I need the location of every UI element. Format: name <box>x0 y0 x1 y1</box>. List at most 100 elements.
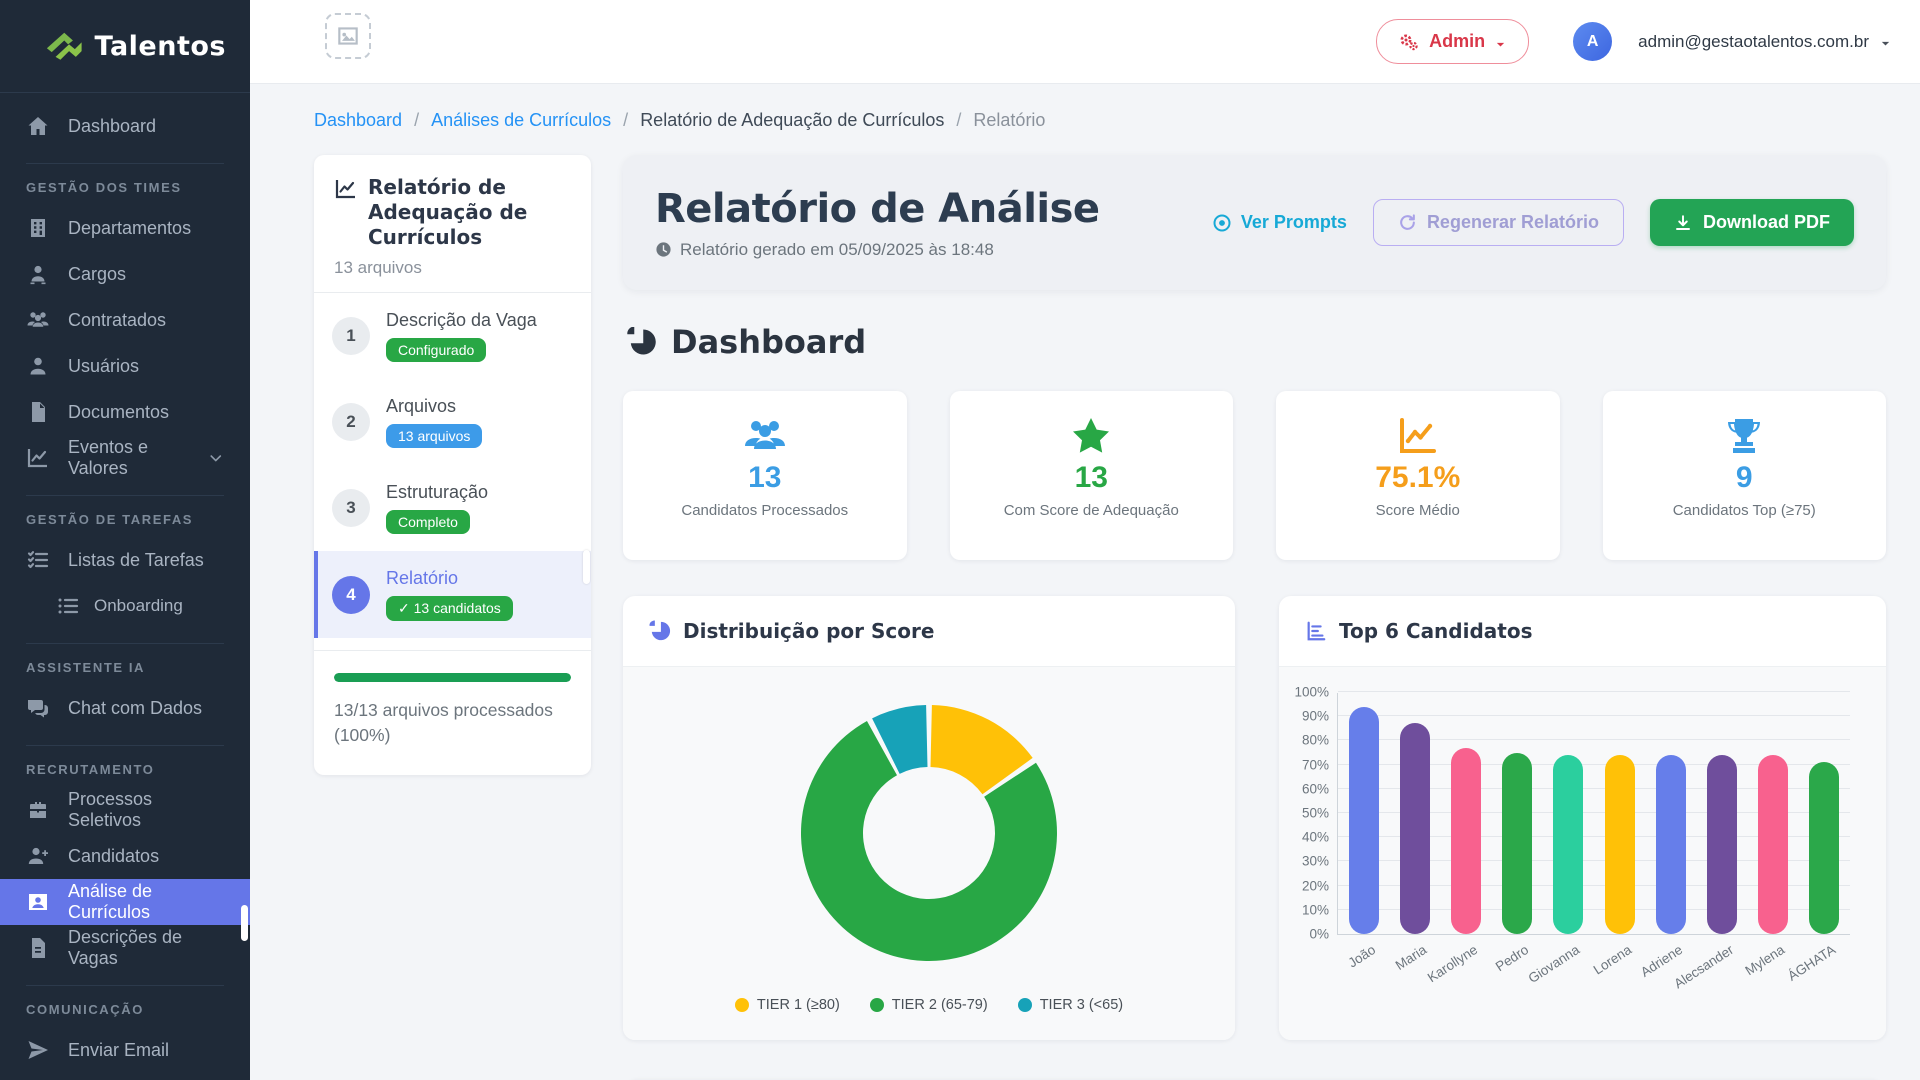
sidebar-item-label: Dashboard <box>68 115 157 136</box>
step-label: Arquivos <box>386 396 457 416</box>
download-pdf-label: Download PDF <box>1703 212 1830 232</box>
chevron-down-icon <box>208 450 224 466</box>
sidebar-item-eventos-e-valores[interactable]: Eventos e Valores <box>0 435 250 481</box>
stat-value: 9 <box>1735 461 1753 494</box>
ver-prompts-label: Ver Prompts <box>1240 212 1347 232</box>
briefcase-icon <box>26 798 50 822</box>
breadcrumb-item[interactable]: Análises de Currículos <box>431 110 612 130</box>
sidebar-item-onboarding[interactable]: Onboarding <box>0 583 250 629</box>
breadcrumb-item[interactable]: Dashboard <box>314 110 403 130</box>
sidebar: Talentos Dashboard GESTÃO DOS TIMES Depart… <box>0 0 250 1080</box>
sidebar-item-label: Usuários <box>68 355 140 376</box>
report-title: Relatório de Análise <box>655 185 1100 232</box>
sidebar-item-label: Eventos e Valores <box>68 437 149 478</box>
main-content: Dashboard / Análises de Currículos / Relatór… <box>250 84 1920 1080</box>
step-body: Descrição da Vaga Configurado <box>386 310 537 362</box>
gridline <box>1338 691 1850 692</box>
y-tick-label: 60% <box>1301 781 1329 797</box>
sidebar-divider <box>26 745 224 746</box>
sidebar-item-an-lise-de-curr-culos[interactable]: Análise de Currículos <box>0 879 250 925</box>
sidebar-scrollbar-thumb[interactable] <box>241 905 248 941</box>
dashboard-heading-label: Dashboard <box>671 323 867 361</box>
sidebar-item-usu-rios[interactable]: Usuários <box>0 343 250 389</box>
sidebar-item-cargos[interactable]: Cargos <box>0 251 250 297</box>
step-status-badge: ✓ 13 candidatos <box>386 596 513 621</box>
stat-value: 75.1% <box>1375 461 1461 494</box>
score-distribution-card: Distribuição por Score TIER 1 (≥80) TIER … <box>623 596 1235 1040</box>
download-pdf-button[interactable]: Download PDF <box>1650 199 1854 246</box>
broken-image-placeholder-icon <box>325 13 371 59</box>
sidebar-item-chat-com-dados[interactable]: Chat com Dados <box>0 685 250 731</box>
sidebar-item-listas-de-tarefas[interactable]: Listas de Tarefas <box>0 537 250 583</box>
stepper-title: Relatório de Adequação de Currículos <box>368 175 528 249</box>
regenerar-relatorio-button[interactable]: Regenerar Relatório <box>1372 199 1624 246</box>
stepper-footer: 13/13 arquivos processados (100%) <box>314 650 591 775</box>
step-body: Relatório ✓ 13 candidatos <box>386 568 513 621</box>
y-tick-label: 100% <box>1294 684 1329 700</box>
breadcrumb-item: Relatório <box>973 110 1046 130</box>
gridline <box>1338 836 1850 838</box>
sidebar-item-departamentos[interactable]: Departamentos <box>0 205 250 251</box>
legend-label: TIER 3 (<65) <box>1039 997 1124 1013</box>
bar-ághata <box>1809 762 1840 934</box>
steps-list: 1 Descrição da Vaga Configurado 2 Arquivos 13… <box>314 293 591 638</box>
bar-karollyne <box>1451 747 1481 934</box>
sidebar-divider <box>26 643 224 644</box>
legend-dot <box>869 998 884 1012</box>
stat-card-0: 13 Candidatos Processados <box>623 391 907 560</box>
sidebar-item-enviar-email[interactable]: Enviar Email <box>0 1027 250 1073</box>
sidebar-item-descri-es-de-vagas[interactable]: Descrições de Vagas <box>0 925 250 971</box>
step-number: 2 <box>332 403 370 441</box>
refresh-icon <box>1398 213 1417 232</box>
step-number: 3 <box>332 489 370 527</box>
file-icon <box>26 400 50 424</box>
y-tick-label: 40% <box>1301 829 1329 845</box>
gridline <box>1338 860 1850 862</box>
step-2[interactable]: 2 Arquivos 13 arquivos <box>314 379 591 465</box>
sidebar-item-label: Onboarding <box>94 596 183 615</box>
stat-label: Candidatos Top (≥75) <box>1672 502 1816 519</box>
legend-item-0: TIER 1 (≥80) <box>734 997 840 1013</box>
sidebar-item-label: Candidatos <box>68 845 160 866</box>
person-plus-icon <box>26 844 50 868</box>
home-icon <box>26 114 50 138</box>
stepper-scrollbar-thumb[interactable] <box>583 550 590 584</box>
sidebar-item-contratados[interactable]: Contratados <box>0 297 250 343</box>
gridline <box>1338 812 1850 813</box>
gridline <box>1338 715 1850 717</box>
sidebar-item-documentos[interactable]: Documentos <box>0 389 250 435</box>
stats-row: 13 Candidatos Processados 13 Com Score de A… <box>623 391 1886 560</box>
breadcrumb-separator: / <box>623 110 629 130</box>
user-avatar[interactable]: A <box>1573 22 1613 61</box>
stat-card-1: 13 Com Score de Adequação <box>949 391 1233 560</box>
user-email-text: admin@gestaotalentos.com.br <box>1638 31 1869 51</box>
ver-prompts-button[interactable]: Ver Prompts <box>1212 212 1347 233</box>
topbar-right: Admin A admin@gestaotalentos.com.br <box>1376 19 1920 64</box>
user-menu[interactable]: admin@gestaotalentos.com.br <box>1638 32 1892 52</box>
sidebar-item-label: Análise de Currículos <box>68 881 153 922</box>
star-icon <box>1069 417 1113 455</box>
trophy-icon <box>1722 417 1766 455</box>
step-3[interactable]: 3 Estruturação Completo <box>314 465 591 551</box>
sidebar-item-candidatos[interactable]: Candidatos <box>0 833 250 879</box>
sidebar-item-dashboard[interactable]: Dashboard <box>0 103 250 149</box>
breadcrumb: Dashboard / Análises de Currículos / Relatór… <box>314 110 1886 131</box>
donut-segment-1 <box>800 721 1057 962</box>
stat-value: 13 <box>1074 461 1108 494</box>
step-body: Estruturação Completo <box>386 482 488 534</box>
sidebar-divider <box>26 495 224 496</box>
step-1[interactable]: 1 Descrição da Vaga Configurado <box>314 293 591 379</box>
y-tick-label: 50% <box>1301 805 1329 821</box>
admin-menu-button[interactable]: Admin <box>1376 19 1530 64</box>
sidebar-section-header: GESTÃO DOS TIMES <box>26 180 182 195</box>
bar-pedro <box>1502 752 1533 934</box>
breadcrumb-separator: / <box>414 110 420 130</box>
sidebar-item-processos-seletivos[interactable]: Processos Seletivos <box>0 787 250 833</box>
step-4[interactable]: 4 Relatório ✓ 13 candidatos <box>314 551 591 638</box>
x-tick-label: ÁGHATA <box>1785 942 1839 984</box>
donut-segment-2 <box>872 705 928 774</box>
eye-icon <box>1212 213 1232 233</box>
legend-item-1: TIER 2 (65-79) <box>869 997 988 1013</box>
regenerar-label: Regenerar Relatório <box>1426 212 1599 232</box>
sidebar-item-label: Descrições de Vagas <box>68 927 183 968</box>
